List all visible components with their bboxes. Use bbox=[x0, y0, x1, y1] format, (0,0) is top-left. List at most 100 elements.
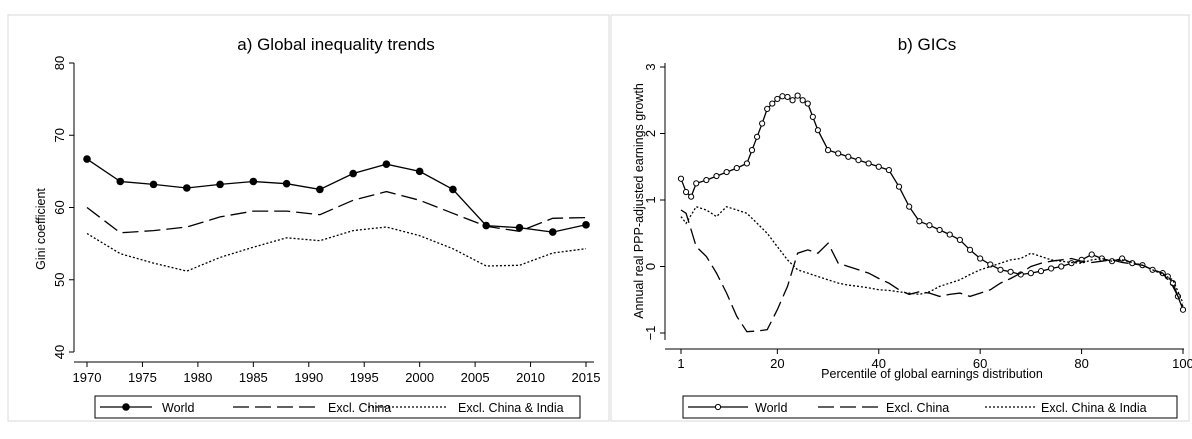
panel-a-point bbox=[482, 221, 491, 230]
panel-b-series-line-2 bbox=[680, 205, 1184, 304]
panel-b-y-axis-label: Annual real PPP-adjusted earnings growth bbox=[632, 83, 646, 319]
panel-b-point bbox=[748, 147, 756, 154]
panel-b-point bbox=[713, 172, 720, 180]
panel-b-title: b) GICs bbox=[898, 35, 957, 54]
panel-a-y-axis-label: Gini coefficient bbox=[34, 188, 48, 270]
panel-b-point bbox=[824, 147, 832, 154]
panel-b-point bbox=[865, 160, 872, 167]
panel-b-frame bbox=[610, 14, 1190, 422]
panel-b-x-tick-label: 80 bbox=[1074, 356, 1088, 371]
panel-b-point bbox=[855, 157, 862, 164]
panel-b-point bbox=[875, 163, 882, 170]
panel-b-point bbox=[977, 255, 984, 262]
panel-b-x-tick-label: 20 bbox=[770, 356, 784, 371]
panel-a-point bbox=[83, 155, 91, 163]
panel-a-x-tick-label: 2015 bbox=[572, 370, 601, 385]
panel-b-point bbox=[693, 180, 700, 187]
panel-b-x-tick-label: 100 bbox=[1172, 356, 1192, 371]
panel-b-point bbox=[926, 222, 933, 229]
panel-b-y-tick-label: −1 bbox=[643, 326, 658, 341]
panel-a-legend-label-excl-china-india: Excl. China & India bbox=[458, 401, 564, 415]
panel-a-title: a) Global inequality trends bbox=[237, 35, 435, 54]
panel-b-point bbox=[759, 120, 766, 127]
panel-b-point bbox=[753, 133, 761, 140]
panel-a-series-line-0 bbox=[86, 158, 587, 233]
panel-b-point bbox=[956, 236, 963, 243]
panel-b-point bbox=[835, 150, 842, 157]
panel-b-point bbox=[845, 153, 852, 160]
panel-a-legend bbox=[94, 395, 581, 419]
panel-a-y-tick-label: 70 bbox=[52, 128, 67, 142]
panel-b-point bbox=[1037, 268, 1045, 275]
panel-a-legend-label-excl-china: Excl. China bbox=[328, 401, 391, 415]
panel-b-y-tick-label: 0 bbox=[643, 263, 658, 270]
panel-a-point bbox=[349, 169, 357, 178]
panel-b-point bbox=[1179, 306, 1187, 313]
panel-b-x-axis-label: Percentile of global earnings distributi… bbox=[821, 367, 1043, 381]
panel-b-point bbox=[703, 176, 710, 184]
panel-b-point bbox=[916, 218, 923, 225]
panel-b-point bbox=[936, 226, 943, 234]
panel-b-point bbox=[1048, 265, 1055, 272]
panel-b-point bbox=[1007, 268, 1014, 275]
panel-b-point bbox=[688, 193, 695, 200]
panel-a-point bbox=[316, 185, 324, 194]
panel-b-point bbox=[779, 93, 786, 100]
panel-a-legend-label-world: World bbox=[162, 401, 194, 415]
panel-b-point bbox=[946, 231, 953, 238]
panel-b-legend-label-excl-china: Excl. China bbox=[886, 401, 949, 415]
panel-b-point bbox=[809, 113, 816, 120]
panel-b-point bbox=[895, 183, 903, 190]
panel-a-plot: 40 50 60 70 80 1970 1975 1980 1985 1990 1995 2000 20… bbox=[52, 56, 600, 411]
panel-b-point bbox=[769, 100, 776, 107]
panel-b-plot: −1 0 1 2 3 1 20 40 60 80 100 bbox=[643, 63, 1192, 411]
panel-b-point bbox=[1058, 263, 1065, 270]
panel-a-point bbox=[216, 180, 224, 189]
panel-a-point bbox=[282, 179, 291, 188]
panel-a-x-tick-label: 1985 bbox=[239, 370, 268, 385]
panel-a-x-tick-label: 1995 bbox=[350, 370, 379, 385]
panel-b-point bbox=[784, 93, 791, 101]
panel-b-x-tick-label: 40 bbox=[872, 356, 886, 371]
panel-a-point bbox=[382, 160, 391, 168]
panel-a-y-tick-label: 40 bbox=[52, 345, 67, 359]
panel-a-series-line-1 bbox=[86, 190, 587, 234]
panel-a-x-tick-label: 2005 bbox=[461, 370, 490, 385]
panel-b-series-line-1 bbox=[680, 209, 1184, 333]
panel-b-point bbox=[774, 95, 781, 103]
panel-a-x-tick-label: 1990 bbox=[294, 370, 323, 385]
panel-b-point bbox=[682, 188, 690, 196]
panel-b-y-tick-label: 2 bbox=[643, 130, 658, 137]
panel-b-point bbox=[794, 92, 801, 99]
panel-b-point bbox=[733, 164, 740, 172]
panel-b-point bbox=[997, 266, 1004, 273]
panel-b-point bbox=[743, 160, 751, 167]
panel-a-x-tick-label: 1980 bbox=[183, 370, 212, 385]
panel-b-point bbox=[885, 166, 892, 174]
panel-b-legend-marker bbox=[714, 403, 722, 411]
panel-a-point bbox=[548, 228, 557, 236]
panel-b-y-tick-label: 3 bbox=[643, 63, 658, 70]
panel-b-point bbox=[966, 246, 974, 253]
panel-a-x-tick-label: 1970 bbox=[73, 370, 102, 385]
panel-a-point bbox=[515, 223, 524, 232]
panel-a-point bbox=[582, 221, 590, 229]
panel-a-point bbox=[183, 184, 191, 192]
panel-b-point bbox=[1088, 251, 1095, 258]
panel-a-point bbox=[116, 177, 125, 186]
panel-a-y-tick-label: 50 bbox=[52, 273, 67, 287]
panel-a-point bbox=[449, 185, 457, 194]
panel-b-y-tick-label: 1 bbox=[643, 196, 658, 203]
panel-b-legend bbox=[682, 395, 1178, 419]
panel-a-frame bbox=[7, 14, 610, 422]
panel-b-point bbox=[789, 97, 796, 104]
panel-b-point bbox=[906, 203, 913, 210]
panel-a-y-tick-label: 60 bbox=[52, 200, 67, 214]
panel-a-legend-marker bbox=[122, 403, 130, 411]
panel-a-x-tick-label: 2000 bbox=[405, 370, 434, 385]
panel-b-x-tick-label: 60 bbox=[973, 356, 987, 371]
panel-a-y-tick-label: 80 bbox=[52, 56, 67, 70]
panel-b-legend-label-excl-china-india: Excl. China & India bbox=[1041, 401, 1147, 415]
panel-b-point bbox=[1027, 270, 1034, 277]
